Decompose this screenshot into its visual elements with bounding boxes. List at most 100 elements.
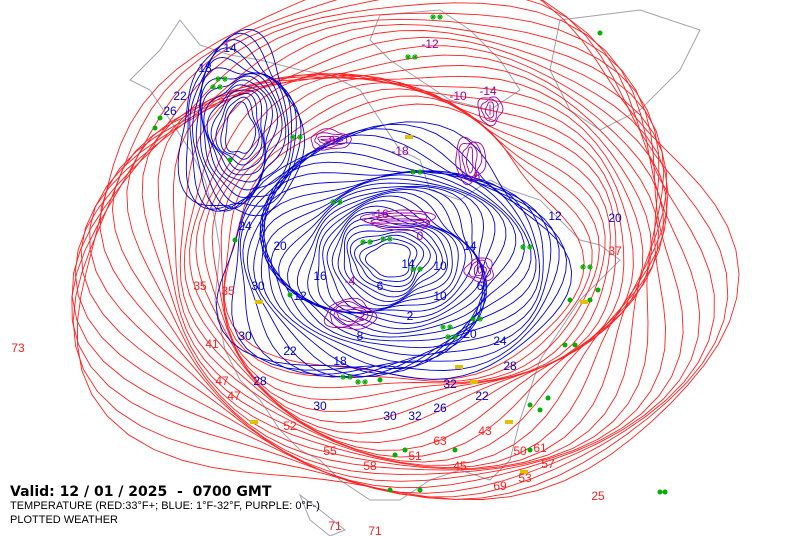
fog-symbol: [470, 380, 478, 384]
isotherm-label: 22: [475, 389, 489, 403]
warm-isotherm: [71, 2, 701, 494]
snow-symbol: [440, 324, 453, 330]
isotherm-label: 30: [251, 279, 265, 293]
snow-symbol: [360, 239, 373, 245]
isotherm-label: 12: [293, 289, 307, 303]
cold-isotherm: [242, 134, 552, 378]
cold-isotherm: [317, 195, 473, 314]
frigid-isotherm: [455, 136, 487, 186]
isotherm-label: -4: [345, 274, 356, 288]
frigid-isotherm: [458, 141, 483, 182]
isotherm-label: 47: [227, 389, 241, 403]
rain-symbol: [597, 30, 603, 36]
snow-symbol: [380, 236, 393, 242]
rain-symbol: [562, 342, 568, 348]
cold-isotherm: [359, 238, 418, 282]
cold-isotherm: [296, 188, 483, 324]
rain-symbol: [567, 297, 573, 303]
isotherm-label: -16: [371, 207, 389, 221]
isotherm-label: 43: [478, 424, 492, 438]
isotherm-label: 63: [433, 434, 447, 448]
rain-symbol: [392, 452, 398, 458]
isotherm-label: 14: [463, 239, 477, 253]
cold-isotherm: [262, 170, 532, 369]
fog-symbol: [405, 135, 413, 139]
snow-symbol: [520, 244, 533, 250]
isotherm-label: 37: [608, 244, 622, 258]
isotherm-label: 24: [493, 334, 507, 348]
isotherm-label: 22: [283, 344, 297, 358]
cold-isotherm: [220, 96, 260, 160]
isotherm-label: 0: [417, 229, 424, 243]
warm-isotherm: [99, 30, 667, 471]
isotherm-label: -8: [325, 134, 336, 148]
rain-symbol: [545, 395, 551, 401]
coastline: [549, 9, 701, 131]
cold-isotherm: [331, 211, 453, 310]
cold-isotherm: [215, 121, 573, 380]
snow-symbol: [290, 134, 303, 140]
isotherm-label: 28: [253, 374, 267, 388]
isotherm-label: -10: [449, 89, 467, 103]
cold-isotherm: [343, 224, 443, 303]
isotherm-label: 18: [333, 354, 347, 368]
cold-isotherm: [177, 28, 306, 217]
snow-symbol: [210, 84, 223, 90]
frigid-isotherm: [363, 212, 431, 228]
warm-isotherm: [220, 88, 600, 389]
cold-isotherm: [210, 89, 265, 171]
fog-symbol: [255, 300, 263, 304]
coastline: [298, 493, 346, 536]
rain-symbol: [377, 377, 383, 383]
cold-isotherm: [189, 39, 297, 212]
cold-isotherm: [246, 142, 544, 379]
fog-symbol: [505, 420, 513, 424]
isotherm-label: 35: [193, 279, 207, 293]
isotherm-label: 20: [273, 239, 287, 253]
isotherm-label: 32: [443, 377, 457, 391]
warm-isotherm: [80, 18, 667, 482]
isotherm-label: -18: [391, 144, 409, 158]
frigid-isotherm: [370, 215, 430, 225]
warm-isotherm: [179, 74, 644, 451]
isotherm-label: 30: [383, 409, 397, 423]
frigid-isotherm: [333, 305, 369, 326]
cold-isotherm: [287, 187, 486, 330]
isotherm-label: 14: [223, 41, 237, 55]
isotherm-label: 2: [407, 309, 414, 323]
warm-isotherm: [189, 73, 625, 434]
frigid-isotherm: [320, 138, 339, 142]
rain-symbol: [587, 297, 593, 303]
cold-isotherm: [307, 191, 479, 319]
cold-isotherm: [260, 161, 537, 374]
rain-symbol: [452, 447, 458, 453]
isotherm-label: 45: [453, 459, 467, 473]
frigid-isotherm: [317, 135, 344, 145]
rain-symbol: [232, 237, 238, 243]
frigid-isotherm: [477, 266, 483, 274]
temperature-legend: TEMPERATURE (RED:33°F+; BLUE: 1°F-32°F, …: [10, 500, 320, 512]
isotherm-label: -12: [421, 37, 439, 51]
snow-symbol: [330, 199, 343, 205]
isotherm-label: 30: [238, 329, 252, 343]
cold-isotherm: [239, 128, 560, 375]
cold-isotherm: [365, 242, 411, 278]
isotherm-label: 41: [205, 337, 219, 351]
isotherm-label: 26: [163, 104, 177, 118]
warm-isotherm: [157, 64, 659, 463]
rain-symbol: [657, 489, 663, 495]
rain-symbol: [152, 125, 158, 131]
snow-symbol: [215, 76, 228, 82]
rain-symbol: [227, 157, 233, 163]
snow-symbol: [470, 316, 483, 322]
cold-isotherm: [259, 171, 517, 356]
cold-isotherm: [185, 32, 302, 210]
cold-isotherm: [253, 151, 541, 377]
warm-isotherm: [173, 75, 652, 458]
cold-isotherm: [215, 92, 263, 166]
frigid-isotherm: [314, 132, 348, 149]
isotherm-label: 10: [433, 289, 447, 303]
isotherm-label: 26: [433, 401, 447, 415]
